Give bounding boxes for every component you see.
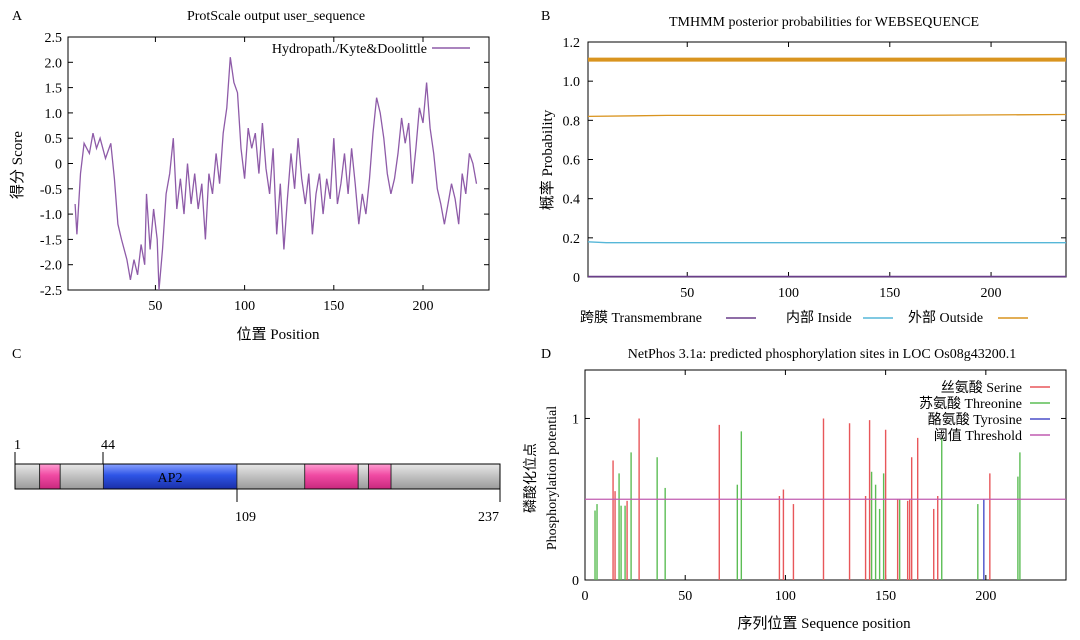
panel-b-ylabel: 概率 Probability: [539, 109, 556, 210]
domain-bar-outline: [14, 463, 501, 490]
panel-d-xlabel: 序列位置 Sequence position: [737, 615, 911, 632]
panel-a-xlabel: 位置 Position: [237, 326, 320, 343]
legend-outside-label: 外部 Outside: [908, 310, 983, 326]
panel-d-xtick-label: 150: [875, 589, 896, 604]
panel-a-legend-label: Hydropath./Kyte&Doolittle: [272, 42, 427, 57]
panel-a-xtick-label: 200: [412, 299, 433, 314]
panel-d-ytick-label: 1: [572, 412, 579, 427]
panel-b-xtick-label: 100: [778, 286, 799, 301]
panel-c-label: C: [12, 347, 21, 362]
panel-d: D NetPhos 3.1a: predicted phosphorylatio…: [523, 347, 1067, 632]
panel-d-y-axis: 10: [572, 412, 1066, 589]
domain-segment-grey: [357, 463, 369, 490]
legend-serine-label: 丝氨酸 Serine: [941, 380, 1022, 396]
position-label-1: 1: [14, 438, 21, 453]
panel-b-ytick-label: 0.8: [563, 114, 581, 129]
panel-d-x-axis: 0 50 100 150 200: [582, 370, 996, 604]
legend-threshold-label: 阈值 Threshold: [934, 428, 1022, 444]
legend-threonine-label: 苏氨酸 Threonine: [919, 396, 1022, 412]
panel-b-y-axis: 1.2 1.0 0.8 0.6 0.4 0.2 0: [563, 36, 1066, 286]
panel-a-ytick-label: -2.5: [40, 284, 62, 299]
panel-b: B TMHMM posterior probabilities for WEBS…: [539, 9, 1067, 326]
panel-d-ylabel-cn: 磷酸化位点: [523, 443, 539, 513]
panel-a-xtick-label: 100: [234, 299, 255, 314]
panel-b-label: B: [541, 9, 550, 24]
panel-a-ytick-label: -0.5: [40, 183, 62, 198]
legend-transmembrane-label: 跨膜 Transmembrane: [580, 310, 702, 326]
panel-b-ytick-label: 0: [573, 271, 580, 286]
position-label-44: 44: [101, 438, 115, 453]
panel-d-xtick-label: 50: [678, 589, 692, 604]
panel-d-xtick-label: 0: [582, 589, 589, 604]
legend-inside-label: 内部 Inside: [786, 310, 852, 326]
panel-a-ytick-label: 0.5: [45, 132, 63, 147]
ap2-domain-label: AP2: [158, 471, 183, 486]
domain-segment-pink: [39, 463, 61, 490]
panel-b-title: TMHMM posterior probabilities for WEBSEQ…: [669, 15, 979, 30]
position-label-237: 237: [478, 510, 499, 525]
panel-a-ylabel: 得分 Score: [9, 131, 26, 199]
panel-d-label: D: [541, 347, 551, 362]
panel-d-bars: [594, 418, 1021, 580]
panel-a-x-axis: 50 100 150 200: [148, 37, 433, 314]
panel-a-ytick-label: -1.0: [40, 208, 62, 223]
panel-a-xtick-label: 50: [148, 299, 162, 314]
domain-segment-pink: [368, 463, 392, 490]
panel-b-xtick-label: 50: [680, 286, 694, 301]
panel-a-ytick-label: 2.5: [45, 31, 63, 46]
panel-b-xtick-label: 200: [981, 286, 1002, 301]
legend-tyrosine-label: 酪氨酸 Tyrosine: [928, 412, 1022, 428]
domain-segment-pink: [304, 463, 359, 490]
domain-segment-grey: [59, 463, 104, 490]
panel-b-inside-line: [587, 241, 1066, 244]
panel-c: C AP2 1 44 109 237: [12, 347, 501, 525]
domain-segment-grey: [14, 463, 41, 490]
panel-d-plot-frame: [584, 369, 1067, 581]
panel-b-ytick-label: 1.0: [563, 75, 581, 90]
panel-b-ytick-label: 1.2: [563, 36, 581, 51]
panel-a-hydropathy-line: [74, 57, 478, 291]
panel-a-label: A: [12, 9, 23, 24]
panel-d-ylabel-en: Phosphorylation potential: [545, 406, 560, 550]
panel-b-ytick-label: 0.4: [563, 193, 581, 208]
position-label-109: 109: [235, 510, 256, 525]
panel-d-xtick-label: 100: [775, 589, 796, 604]
panel-a-ytick-label: 0: [55, 158, 62, 173]
panel-a-ytick-label: -2.0: [40, 259, 62, 274]
domain-segment-grey: [390, 463, 501, 490]
panel-a-title: ProtScale output user_sequence: [187, 9, 365, 24]
panel-a-y-axis: 2.5 2.0 1.5 1.0 0.5 0 -0.5 -1.0 -1.5 -2.0 -2.5: [40, 31, 489, 299]
panel-b-outside-line: [587, 113, 1067, 118]
panel-d-title: NetPhos 3.1a: predicted phosphorylation …: [628, 347, 1016, 362]
panel-b-ytick-label: 0.2: [563, 232, 581, 247]
panel-a-xtick-label: 150: [323, 299, 344, 314]
panel-a-ytick-label: 1.5: [45, 82, 63, 97]
domain-bar: [14, 463, 501, 490]
panel-a-plot-frame: [67, 36, 490, 291]
panel-a-ytick-label: -1.5: [40, 233, 62, 248]
panel-b-ytick-label: 0.6: [563, 154, 581, 169]
panel-b-xtick-label: 150: [879, 286, 900, 301]
panel-d-xtick-label: 200: [975, 589, 996, 604]
panel-a-ytick-label: 2.0: [45, 56, 63, 71]
panel-b-plot-frame: [587, 41, 1067, 278]
domain-segment-ap2: [102, 463, 238, 490]
panel-d-ytick-label: 0: [572, 574, 579, 589]
panel-b-x-axis: 50 100 150 200: [680, 42, 1002, 301]
panel-a-ytick-label: 1.0: [45, 107, 63, 122]
domain-segment-grey: [236, 463, 306, 490]
panel-a: A ProtScale output user_sequence 2.5 2.0 1…: [9, 9, 490, 343]
